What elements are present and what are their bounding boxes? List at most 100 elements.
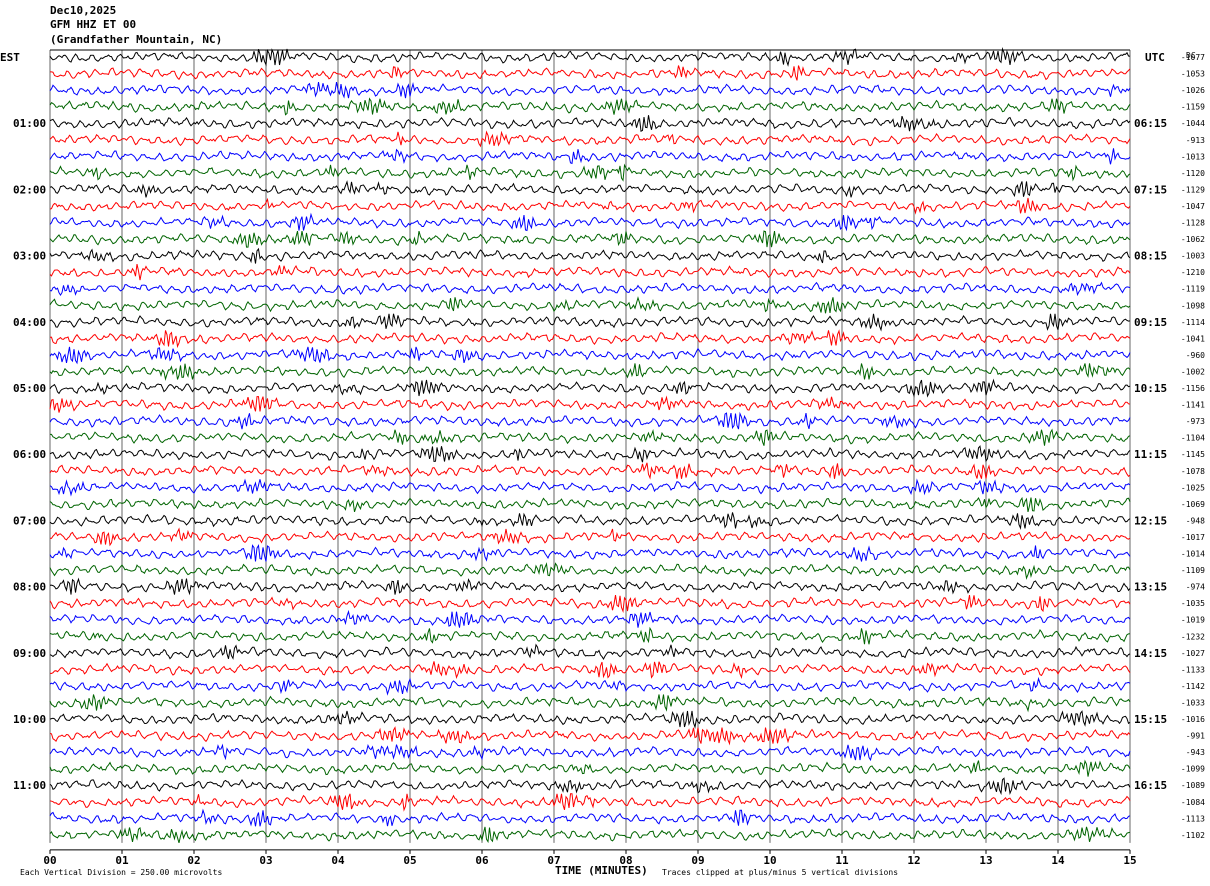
trace-dc-offset: -1145: [1181, 450, 1205, 459]
seismic-trace: [49, 130, 1131, 148]
est-hour-label: 05:00: [13, 382, 46, 395]
x-tick-label: 03: [259, 854, 272, 867]
seismic-trace: [49, 562, 1131, 580]
trace-dc-offset: -1119: [1181, 285, 1205, 294]
x-tick-label: 08: [619, 854, 632, 867]
trace-dc-offset: -1129: [1181, 185, 1205, 194]
seismic-trace: [49, 82, 1131, 99]
seismic-trace: [49, 180, 1131, 198]
seismic-trace: [49, 163, 1131, 182]
seismic-trace: [49, 313, 1131, 332]
utc-hour-label: 12:15: [1134, 514, 1167, 527]
trace-dc-offset: -1062: [1181, 235, 1205, 244]
utc-hour-label: 14:15: [1134, 647, 1167, 660]
seismic-trace: [49, 676, 1131, 696]
seismic-trace: [49, 378, 1131, 398]
trace-dc-offset: -1017: [1181, 533, 1205, 542]
seismic-trace: [49, 496, 1131, 513]
utc-hour-label: 07:15: [1134, 183, 1167, 196]
est-hour-label: 06:00: [13, 448, 46, 461]
trace-dc-offset: -1019: [1181, 616, 1205, 625]
seismic-trace: [49, 661, 1131, 680]
chart-date: Dec10,2025: [50, 4, 117, 17]
utc-hour-label: 13:15: [1134, 581, 1167, 594]
x-tick-label: 15: [1123, 854, 1136, 867]
utc-hour-label: 16:15: [1134, 779, 1167, 792]
trace-dc-offset: -1053: [1181, 70, 1205, 79]
seismic-trace: [49, 609, 1131, 628]
trace-dc-offset: -1098: [1181, 301, 1205, 310]
seismic-trace: [49, 595, 1131, 614]
est-hour-label: 03:00: [13, 250, 46, 263]
seismic-trace: [49, 710, 1131, 729]
trace-dc-offset: -1109: [1181, 566, 1205, 575]
seismic-trace: [49, 643, 1131, 661]
seismic-trace: [49, 793, 1131, 812]
seismic-trace: [49, 743, 1131, 762]
trace-dc-offset: -1077: [1181, 53, 1205, 62]
x-tick-label: 04: [331, 854, 345, 867]
utc-hour-label: 15:15: [1134, 713, 1167, 726]
trace-dc-offset: -1133: [1181, 665, 1205, 674]
trace-dc-offset: -1035: [1181, 599, 1205, 608]
est-hour-label: 04:00: [13, 316, 46, 329]
trace-dc-offset: -1141: [1181, 401, 1205, 410]
seismic-trace: [50, 65, 1131, 81]
trace-dc-offset: -1120: [1181, 169, 1205, 178]
trace-dc-offset: -1142: [1181, 682, 1205, 691]
seismic-trace: [49, 247, 1131, 264]
x-tick-label: 09: [691, 854, 704, 867]
utc-hour-label: 11:15: [1134, 448, 1167, 461]
trace-dc-offset: -1102: [1181, 831, 1205, 840]
utc-axis-title: UTC: [1145, 51, 1165, 64]
seismic-trace: [49, 512, 1131, 531]
est-hour-label: 09:00: [13, 647, 46, 660]
est-hour-label: 01:00: [13, 117, 46, 130]
trace-dc-offset: -1027: [1181, 649, 1205, 658]
seismic-trace: [49, 346, 1131, 365]
seismic-trace: [49, 230, 1131, 248]
seismic-trace: [49, 395, 1131, 413]
est-hour-label: 11:00: [13, 779, 46, 792]
seismic-trace: [49, 281, 1131, 297]
trace-dc-offset: -1003: [1181, 252, 1205, 261]
chart-location: (Grandfather Mountain, NC): [50, 33, 223, 46]
est-hour-label: 08:00: [13, 581, 46, 594]
seismic-trace: [49, 577, 1131, 596]
x-tick-label: 11: [835, 854, 849, 867]
trace-dc-offset: -991: [1186, 732, 1205, 741]
seismic-trace: [49, 329, 1131, 349]
x-tick-label: 13: [979, 854, 992, 867]
x-tick-label: 14: [1051, 854, 1065, 867]
seismic-trace: [49, 445, 1131, 463]
seismic-trace: [50, 428, 1131, 446]
trace-dc-offset: -1047: [1181, 202, 1205, 211]
seismic-trace: [49, 808, 1131, 827]
utc-hour-label: 06:15: [1134, 117, 1167, 130]
x-tick-label: 02: [187, 854, 200, 867]
est-axis-title: EST: [0, 51, 20, 64]
seismic-trace: [49, 826, 1131, 844]
seismic-trace: [49, 363, 1131, 381]
clip-note: Traces clipped at plus/minus 5 vertical …: [662, 868, 899, 877]
x-tick-label: 06: [475, 854, 489, 867]
chart-station: GFM HHZ ET 00: [50, 18, 137, 31]
seismic-trace: [49, 759, 1131, 777]
trace-dc-offset: -913: [1186, 136, 1205, 145]
utc-hour-label: 08:15: [1134, 250, 1167, 263]
x-tick-label: 07: [547, 854, 560, 867]
x-tick-label: 01: [115, 854, 129, 867]
seismic-trace: [49, 411, 1131, 430]
trace-dc-offset: -1113: [1181, 814, 1205, 823]
trace-dc-offset: -1156: [1181, 384, 1205, 393]
trace-dc-offset: -1044: [1181, 119, 1205, 128]
trace-dc-offset: -1232: [1181, 632, 1205, 641]
utc-hour-label: 09:15: [1134, 316, 1167, 329]
seismic-trace: [49, 478, 1131, 497]
trace-dc-offset: -1159: [1181, 103, 1205, 112]
trace-dc-offset: -1025: [1181, 483, 1205, 492]
est-hour-label: 02:00: [13, 183, 46, 196]
trace-dc-offset: -948: [1186, 516, 1205, 525]
utc-hour-label: 10:15: [1134, 382, 1167, 395]
